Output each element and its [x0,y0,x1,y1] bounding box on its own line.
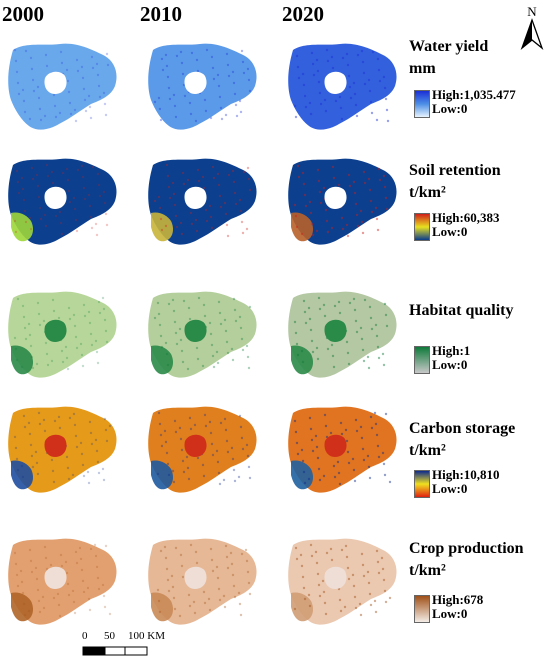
map-carbon-2010 [148,406,257,493]
legend-high-label: High:10,810 [432,467,500,482]
legend-title-line1: Habitat quality [409,302,514,319]
legend-title-line1: Carbon storage [409,420,516,437]
legend-title-line1: Crop production [409,540,524,557]
legend-low-label: Low:0 [432,606,468,621]
legend-color-ramp [414,595,430,623]
map-soil-2000 [8,158,117,245]
legend-high-label: High:1,035.477 [432,87,516,102]
legend-title-carbon: Carbon storage t/km² [409,418,515,462]
legend-title-habitat: Habitat quality [409,300,513,322]
year-label-2010: 2010 [140,2,182,26]
map-water-2000 [8,43,117,130]
legend-title-line2: t/km² [409,562,446,579]
legend-color-ramp [414,90,430,118]
scale-label-100: 100 KM [128,630,165,642]
scale-bar-graphic [82,646,148,656]
scale-label-50: 50 [104,630,115,642]
map-habitat-2010 [148,291,257,378]
map-soil-2010 [148,158,257,245]
legend-color-ramp [414,346,430,374]
map-soil-2020 [288,158,397,245]
legend-high-label: High:678 [432,592,484,607]
legend-low-label: Low:0 [432,101,468,116]
legend-color-ramp [414,470,430,498]
map-habitat-2020 [288,291,397,378]
map-water-2020 [288,43,397,130]
map-habitat-2000 [8,291,117,378]
map-water-2010 [148,43,257,130]
legend-high-label: High:1 [432,343,471,358]
legend-low-label: Low:0 [432,481,468,496]
scale-label-0: 0 [82,630,88,642]
legend-title-line2: t/km² [409,442,446,459]
year-label-2020: 2020 [282,2,324,26]
north-arrow-icon: N [520,4,544,50]
legend-title-soil: Soil retention t/km² [409,160,501,204]
legend-title-line1: Soil retention [409,162,501,179]
map-crop-2000 [8,538,117,625]
north-label: N [527,4,537,19]
map-crop-2020 [288,538,397,625]
legend-high-label: High:60,383 [432,210,500,225]
legend-title-line2: mm [409,60,436,77]
legend-low-label: Low:0 [432,224,468,239]
year-label-2000: 2000 [2,2,44,26]
legend-color-ramp [414,213,430,241]
legend-title-line2: t/km² [409,184,446,201]
legend-low-label: Low:0 [432,357,468,372]
legend-title-water: Water yield mm [409,36,488,80]
map-carbon-2020 [288,406,397,493]
legend-title-crop: Crop production t/km² [409,538,524,582]
legend-title-line1: Water yield [409,38,489,55]
map-crop-2010 [148,538,257,625]
scale-bar: 0 50 100 KM [82,630,212,660]
map-carbon-2000 [8,406,117,493]
